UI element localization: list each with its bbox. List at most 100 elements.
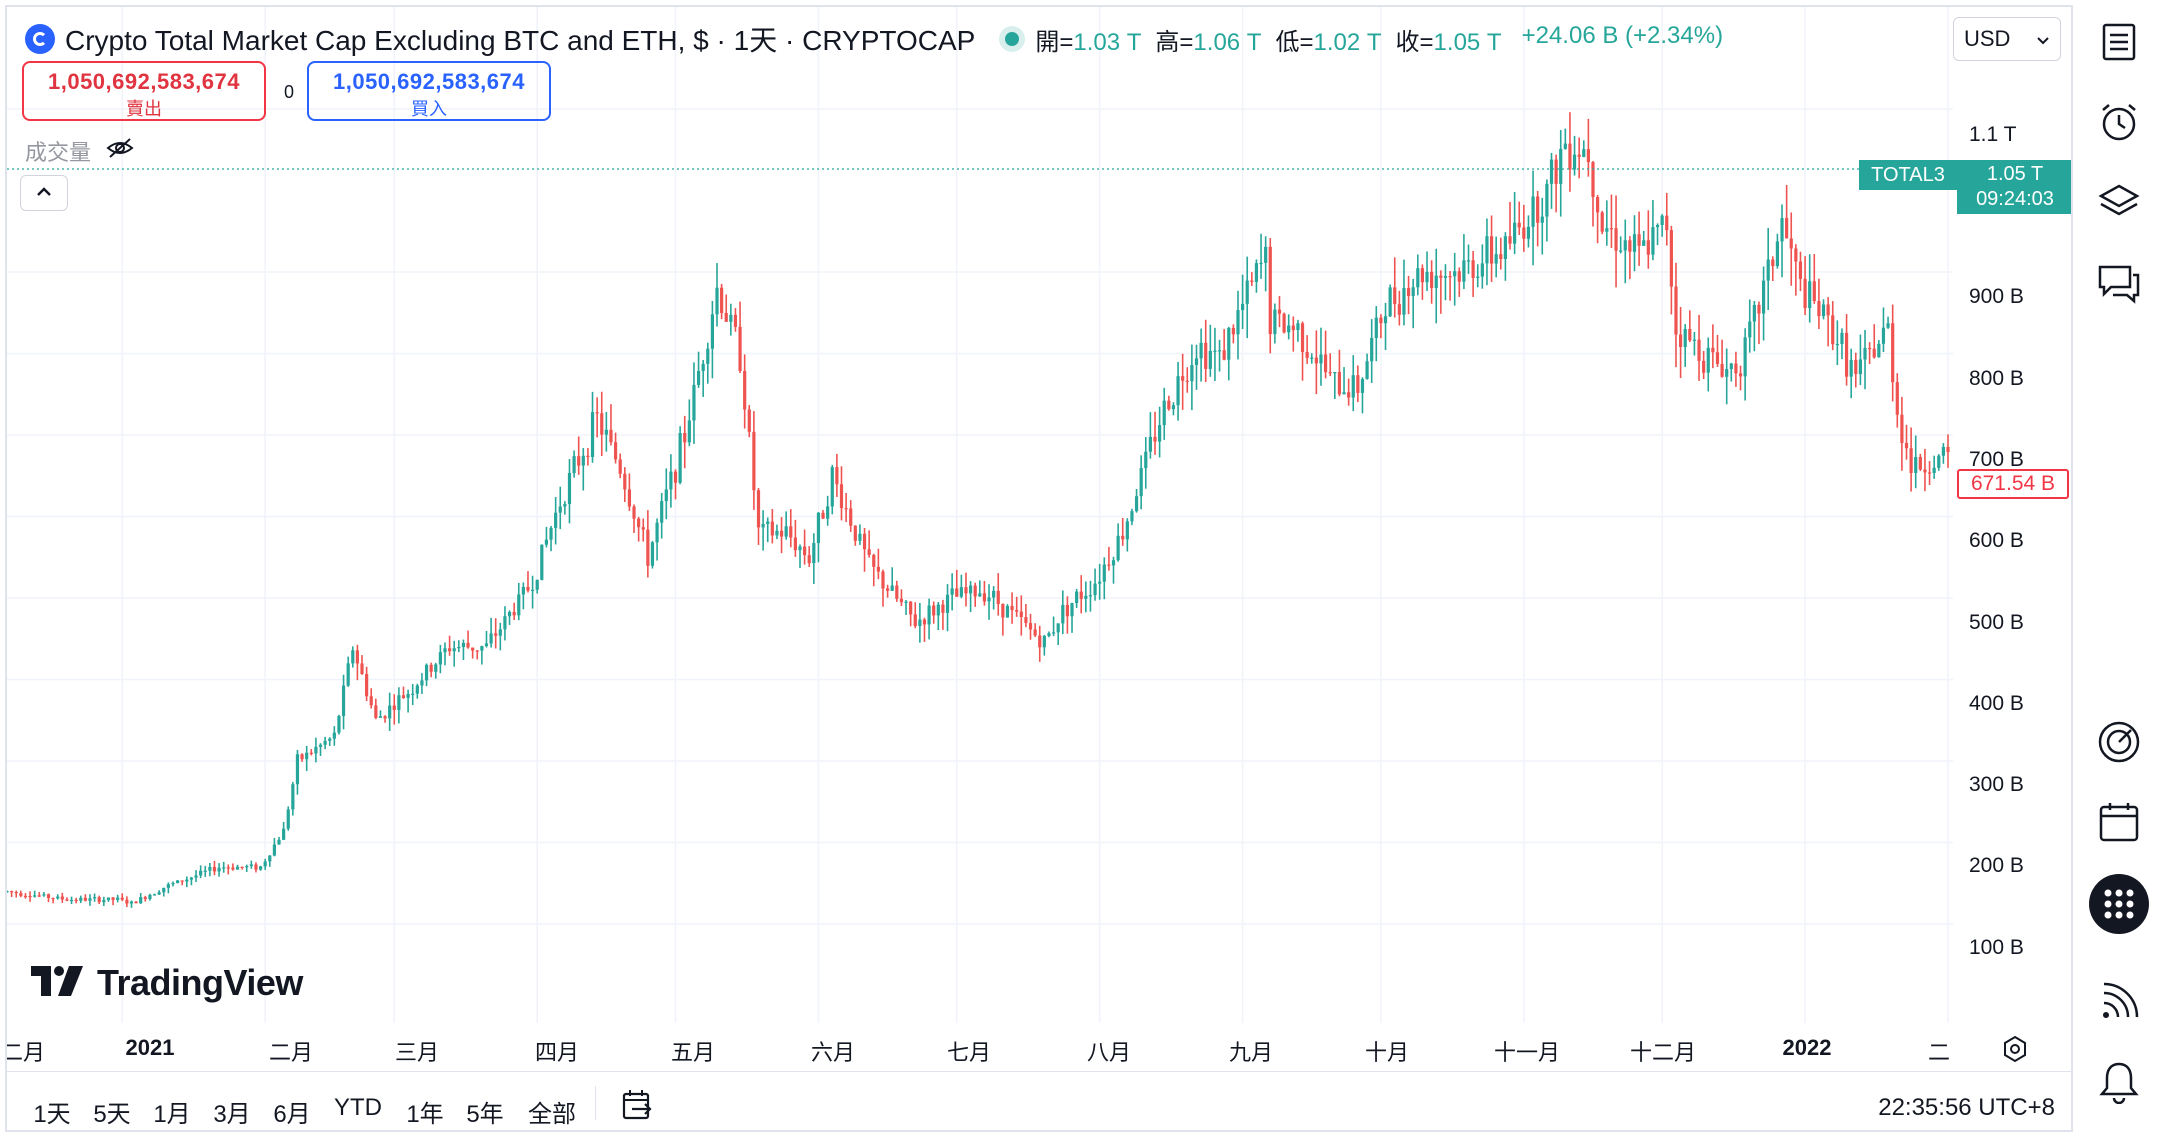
- candle: [125, 896, 129, 908]
- candle: [1116, 523, 1120, 562]
- apps-grid-icon[interactable]: [2089, 874, 2149, 934]
- buy-price: 1,050,692,583,674: [332, 69, 525, 94]
- candle: [360, 655, 364, 675]
- candle: [466, 630, 470, 649]
- candle: [627, 473, 632, 511]
- candle: [1536, 190, 1540, 247]
- range-button-1y[interactable]: 1年: [406, 1101, 444, 1128]
- price-chart[interactable]: [7, 7, 2071, 1071]
- y-axis-label: 1.1 T: [1969, 123, 2017, 146]
- collapse-legend-button[interactable]: [20, 175, 68, 211]
- range-button-5y[interactable]: 5年: [466, 1101, 504, 1128]
- candle: [1453, 252, 1457, 306]
- candle: [1858, 334, 1863, 386]
- target-icon[interactable]: [2097, 720, 2141, 764]
- alert-clock-icon[interactable]: [2097, 100, 2141, 144]
- candle: [1084, 581, 1088, 613]
- market-status-icon[interactable]: [1005, 32, 1020, 46]
- chart-panel[interactable]: Crypto Total Market Cap Excluding BTC an…: [5, 5, 2073, 1132]
- candle: [733, 308, 738, 332]
- x-axis-label: 五月: [670, 1040, 716, 1065]
- range-button-1m[interactable]: 1月: [153, 1101, 191, 1128]
- eye-hidden-icon[interactable]: [105, 136, 135, 166]
- candle: [23, 893, 28, 899]
- candle: [1872, 324, 1876, 359]
- sell-button[interactable]: 1,050,692,583,674 賣出: [22, 61, 266, 121]
- watchlist-icon[interactable]: [2097, 20, 2141, 64]
- candle: [549, 525, 553, 552]
- candle: [1457, 267, 1461, 297]
- candle: [1609, 194, 1614, 248]
- ohlc-change: +24.06 B (+2.34%): [1521, 21, 1724, 49]
- candle: [872, 553, 876, 587]
- symbol-title[interactable]: Crypto Total Market Cap Excluding BTC an…: [65, 25, 976, 56]
- candle: [226, 864, 230, 875]
- currency-select[interactable]: USD: [1953, 17, 2061, 61]
- candle: [1549, 152, 1554, 209]
- candle: [97, 895, 101, 905]
- chat-icon[interactable]: [2097, 262, 2141, 306]
- range-button-3m[interactable]: 3月: [213, 1101, 251, 1128]
- candle: [1204, 319, 1208, 382]
- candle: [1780, 204, 1784, 278]
- candle: [918, 603, 922, 643]
- candle: [295, 749, 300, 795]
- axis-settings-icon[interactable]: [2001, 1035, 2029, 1068]
- candle: [332, 726, 336, 746]
- candle: [106, 897, 111, 902]
- candle: [1448, 271, 1452, 301]
- candle: [554, 497, 558, 545]
- range-button-ytd[interactable]: YTD: [334, 1094, 382, 1121]
- layers-icon[interactable]: [2097, 180, 2141, 224]
- candle: [10, 890, 14, 897]
- candle: [1227, 326, 1231, 381]
- candle: [60, 892, 64, 903]
- range-button-all[interactable]: 全部: [528, 1101, 576, 1128]
- candle: [148, 893, 152, 901]
- candle: [452, 640, 456, 667]
- candle: [521, 582, 525, 610]
- candle: [1051, 616, 1056, 637]
- candle: [1241, 274, 1245, 329]
- buy-button[interactable]: 1,050,692,583,674 買入: [307, 61, 551, 121]
- candle: [475, 650, 479, 660]
- candle: [1798, 251, 1803, 292]
- candle: [1259, 233, 1263, 279]
- volume-indicator[interactable]: 成交量: [25, 135, 135, 167]
- bell-icon[interactable]: [2097, 1060, 2141, 1104]
- candle: [885, 584, 890, 598]
- x-axis-label: 二: [1927, 1040, 1951, 1065]
- candle: [1181, 353, 1185, 410]
- candle: [1019, 595, 1023, 636]
- tradingview-watermark[interactable]: TradingView: [31, 962, 303, 1004]
- candle: [563, 501, 567, 515]
- x-axis-label: 2021: [125, 1035, 175, 1060]
- range-button-1d[interactable]: 1天: [33, 1101, 71, 1128]
- calendar-icon[interactable]: [2097, 800, 2141, 844]
- candle: [217, 863, 221, 877]
- candle: [152, 893, 157, 896]
- range-button-5d[interactable]: 5天: [93, 1101, 131, 1128]
- candle: [1665, 192, 1669, 246]
- x-axis-label: 九月: [1228, 1040, 1274, 1065]
- candle: [1061, 590, 1065, 635]
- candle: [849, 500, 853, 532]
- candle: [1596, 194, 1600, 244]
- candle: [683, 415, 687, 469]
- candle: [1614, 195, 1618, 288]
- candle: [162, 887, 166, 897]
- candle: [881, 569, 885, 607]
- broadcast-icon[interactable]: [2097, 980, 2141, 1024]
- candle: [282, 821, 286, 841]
- candle: [1623, 219, 1627, 284]
- candle: [1015, 596, 1019, 617]
- range-button-6m[interactable]: 6月: [273, 1101, 311, 1128]
- candle: [1877, 340, 1881, 358]
- ohlc-low: 低=1.02 T: [1275, 28, 1382, 56]
- time-zone-clock[interactable]: 22:35:56 UTC+8: [1878, 1094, 2055, 1121]
- candle: [992, 586, 996, 610]
- candle: [858, 524, 862, 545]
- candle: [577, 436, 581, 475]
- candle: [1923, 448, 1927, 492]
- go-to-date-icon[interactable]: [619, 1087, 655, 1128]
